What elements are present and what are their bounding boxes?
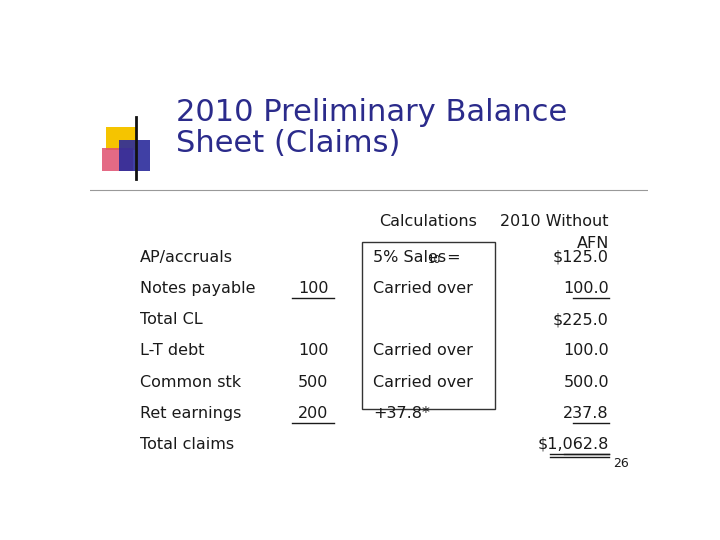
Text: Calculations: Calculations <box>379 214 477 230</box>
Bar <box>102 148 133 171</box>
Text: 500.0: 500.0 <box>563 375 609 389</box>
Text: +37.8*: +37.8* <box>374 406 431 421</box>
Bar <box>119 140 150 171</box>
Text: 5% Sales: 5% Sales <box>374 250 446 265</box>
Text: Carried over: Carried over <box>374 375 473 389</box>
Text: Carried over: Carried over <box>374 281 473 296</box>
Text: 200: 200 <box>298 406 328 421</box>
Text: AFN: AFN <box>577 236 609 251</box>
Text: Sheet (Claims): Sheet (Claims) <box>176 129 401 158</box>
Text: =: = <box>441 250 460 265</box>
Text: 2010 Without: 2010 Without <box>500 214 609 230</box>
Text: 100: 100 <box>298 343 328 359</box>
Text: Common stk: Common stk <box>140 375 241 389</box>
Text: Notes payable: Notes payable <box>140 281 256 296</box>
Bar <box>106 127 136 150</box>
Text: 26: 26 <box>613 457 629 470</box>
Text: 100.0: 100.0 <box>563 343 609 359</box>
Bar <box>362 241 495 409</box>
Text: L-T debt: L-T debt <box>140 343 204 359</box>
Text: Total CL: Total CL <box>140 312 203 327</box>
Text: 500: 500 <box>298 375 328 389</box>
Text: Total claims: Total claims <box>140 437 234 452</box>
Text: AP/accruals: AP/accruals <box>140 250 233 265</box>
Text: Ret earnings: Ret earnings <box>140 406 242 421</box>
Text: $125.0: $125.0 <box>553 250 609 265</box>
Text: 237.8: 237.8 <box>563 406 609 421</box>
Text: 100: 100 <box>298 281 328 296</box>
Text: 2010 Preliminary Balance: 2010 Preliminary Balance <box>176 98 568 127</box>
Text: $225.0: $225.0 <box>553 312 609 327</box>
Text: 100.0: 100.0 <box>563 281 609 296</box>
Text: 10: 10 <box>428 255 441 265</box>
Text: Carried over: Carried over <box>374 343 473 359</box>
Text: $1,062.8: $1,062.8 <box>538 437 609 452</box>
